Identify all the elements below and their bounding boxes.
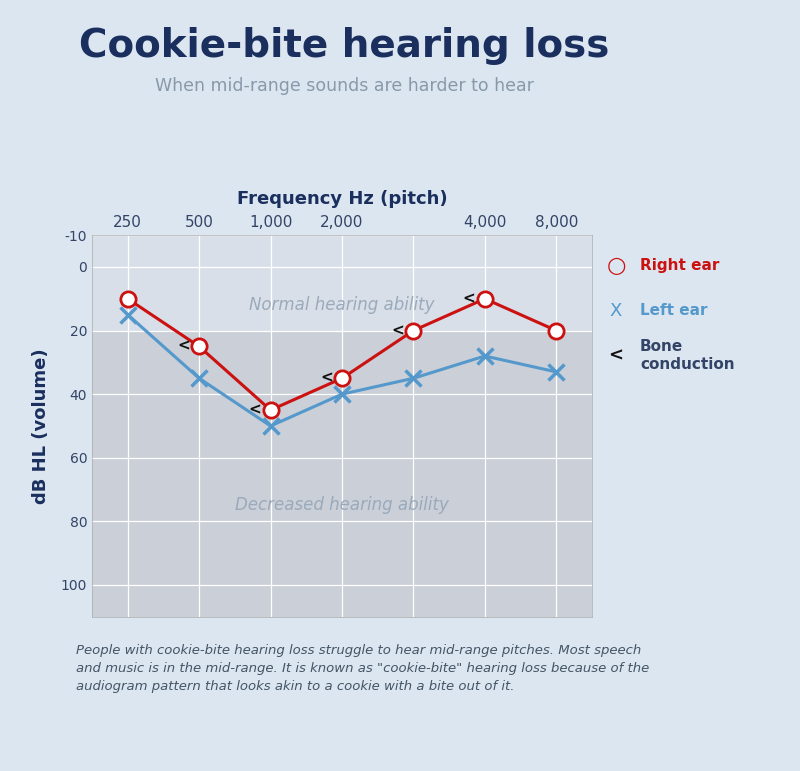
X-axis label: Frequency Hz (pitch): Frequency Hz (pitch) (237, 190, 447, 208)
Text: Left ear: Left ear (640, 303, 707, 318)
Text: <: < (177, 339, 190, 354)
Text: Right ear: Right ear (640, 258, 719, 274)
Text: <: < (391, 323, 404, 338)
Y-axis label: dB HL (volume): dB HL (volume) (32, 348, 50, 503)
Text: Cookie-bite hearing loss: Cookie-bite hearing loss (79, 27, 609, 65)
Text: <: < (609, 346, 623, 365)
Text: X: X (610, 301, 622, 320)
Bar (92, 235, 592, 331)
Text: <: < (320, 371, 333, 386)
Text: <: < (462, 291, 475, 306)
Text: <: < (249, 402, 262, 418)
Text: ○: ○ (606, 256, 626, 276)
Text: Normal hearing ability: Normal hearing ability (250, 296, 434, 314)
Text: Bone
conduction: Bone conduction (640, 339, 734, 372)
Text: People with cookie-bite hearing loss struggle to hear mid-range pitches. Most sp: People with cookie-bite hearing loss str… (76, 644, 650, 693)
Text: When mid-range sounds are harder to hear: When mid-range sounds are harder to hear (154, 77, 534, 95)
Text: Decreased hearing ability: Decreased hearing ability (235, 497, 449, 514)
